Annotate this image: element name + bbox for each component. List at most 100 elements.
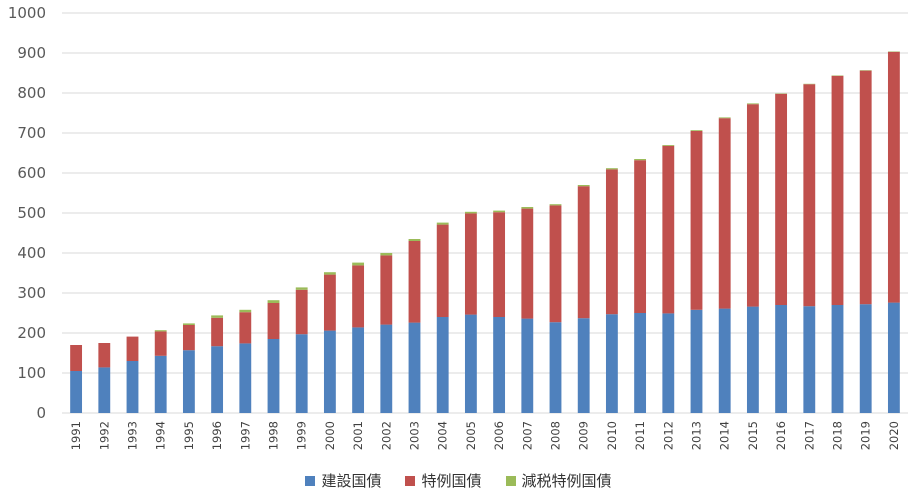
x-tick-label: 2013: [690, 421, 704, 450]
x-tick-label: 2019: [859, 421, 873, 450]
x-tick-label: 1994: [154, 421, 168, 450]
y-tick-label: 500: [17, 204, 46, 222]
bar-segment: [634, 159, 647, 161]
bar-segment: [549, 322, 562, 413]
bar-segment: [775, 305, 788, 413]
bar-segment: [746, 104, 759, 307]
legend-label: 特例国債: [421, 472, 482, 490]
bar-segment: [154, 330, 167, 332]
bar-segment: [718, 118, 731, 309]
bar-segment: [70, 345, 83, 371]
x-tick-label: 1997: [238, 421, 252, 450]
legend: 建設国債 特例国債 減税特例国債: [0, 470, 917, 491]
bar-segment: [408, 241, 421, 323]
bar-segment: [323, 330, 336, 413]
bar-segment: [887, 51, 900, 303]
bar-segment: [436, 317, 449, 413]
bar-segment: [239, 312, 252, 344]
bar-segment: [380, 255, 393, 325]
bar-segment: [380, 253, 393, 256]
bar-segment: [549, 204, 562, 206]
bar-segment: [182, 325, 195, 351]
bar-segment: [323, 274, 336, 331]
legend-swatch: [405, 475, 416, 486]
bar-segment: [352, 262, 365, 266]
x-tick-label: 2011: [633, 421, 647, 450]
x-tick-label: 2009: [577, 421, 591, 450]
x-tick-label: 1992: [97, 421, 111, 450]
bar-segment: [323, 272, 336, 275]
x-tick-label: 2007: [520, 421, 534, 450]
bar-segment: [239, 309, 252, 313]
x-tick-label: 2012: [661, 421, 675, 450]
bar-segment: [436, 222, 449, 225]
x-tick-label: 2000: [323, 421, 337, 450]
y-tick-label: 400: [17, 244, 46, 262]
bar-segment: [352, 327, 365, 413]
bar-segment: [803, 84, 816, 307]
bar-segment: [352, 265, 365, 328]
y-tick-label: 900: [17, 44, 46, 62]
bar-segment: [295, 334, 308, 413]
bar-segment: [521, 207, 534, 209]
bar-segment: [267, 303, 280, 339]
bar-segment: [464, 211, 477, 214]
bar-segment: [690, 130, 703, 131]
bar-segment: [803, 306, 816, 413]
bar-segment: [436, 224, 449, 317]
legend-label: 建設国債: [321, 472, 382, 490]
bar-segment: [493, 212, 506, 317]
bar-segment: [662, 145, 675, 146]
x-tick-label: 2003: [408, 421, 422, 450]
bar-segment: [98, 343, 111, 368]
bar-segment: [295, 289, 308, 335]
y-tick-label: 1000: [8, 4, 46, 22]
y-tick-label: 0: [36, 404, 46, 422]
x-tick-label: 1998: [267, 421, 281, 450]
y-axis: 0 100 200 300 400 500 600 700 800 900 1000: [8, 4, 46, 422]
bar-segment: [267, 339, 280, 413]
x-tick-label: 2006: [492, 421, 506, 450]
bar-segment: [746, 306, 759, 413]
bar-segment: [859, 70, 872, 305]
bar-segment: [182, 323, 195, 325]
bar-segment: [634, 160, 647, 313]
x-axis: 1991 1992 1993 1994 1995 1996 1997 1998 1999 2000…: [69, 421, 901, 450]
legend-swatch: [505, 475, 516, 486]
y-tick-label: 200: [17, 324, 46, 342]
bar-segment: [549, 205, 562, 323]
bar-segment: [126, 361, 139, 413]
bar-segment: [154, 331, 167, 356]
y-tick-label: 700: [17, 124, 46, 142]
x-tick-label: 2020: [887, 421, 901, 450]
bar-segment: [464, 213, 477, 315]
bar-segment: [239, 343, 252, 413]
x-tick-label: 2004: [436, 421, 450, 450]
bar-segment: [211, 315, 224, 318]
legend-label: 減税特例国債: [521, 472, 612, 490]
y-tick-label: 100: [17, 364, 46, 382]
bar-segment: [605, 168, 618, 170]
legend-item-special-deficit-bonds: 特例国債: [405, 470, 482, 491]
bar-segment: [859, 304, 872, 413]
x-tick-label: 2015: [746, 421, 760, 450]
x-tick-label: 2010: [605, 421, 619, 450]
x-tick-label: 2014: [718, 421, 732, 450]
bar-segment: [831, 305, 844, 413]
bar-segment: [662, 145, 675, 314]
bar-segment: [718, 117, 731, 119]
y-tick-label: 300: [17, 284, 46, 302]
bar-segment: [887, 302, 900, 413]
bar-segment: [126, 336, 139, 361]
x-tick-label: 1996: [210, 421, 224, 450]
bar-segment: [605, 169, 618, 315]
bar-segment: [493, 317, 506, 413]
bar-segment: [98, 367, 111, 413]
bar-segment: [690, 131, 703, 310]
bar-segment: [605, 314, 618, 413]
bar-segment: [267, 300, 280, 303]
y-tick-label: 800: [17, 84, 46, 102]
bar-segment: [577, 186, 590, 319]
bar-segment: [662, 313, 675, 413]
